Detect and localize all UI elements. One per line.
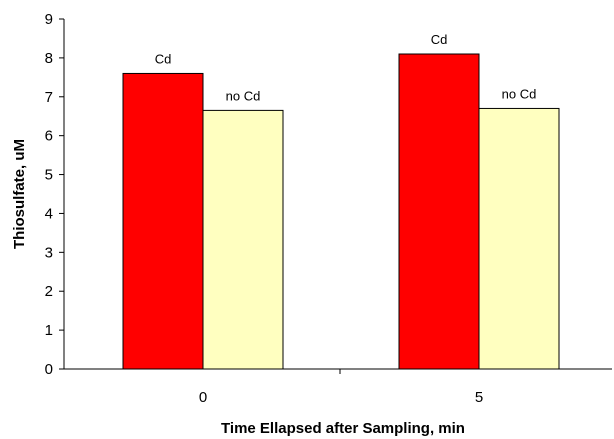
- y-tick-label: 6: [45, 128, 53, 145]
- axes-layer: [59, 18, 612, 374]
- y-tick-label: 7: [45, 89, 53, 106]
- x-axis-title: Time Ellapsed after Sampling, min: [221, 420, 465, 437]
- bar-series2-cat-5: [478, 107, 560, 370]
- x-tick-label: 0: [199, 389, 207, 406]
- y-tick-label: 2: [45, 283, 53, 300]
- y-tick-label: 1: [45, 322, 53, 339]
- bar-series1-cat-5: [398, 53, 480, 370]
- bar-data-label: Cd: [155, 51, 172, 66]
- y-tick-labels: 0 1 2 3 4 5 6 7 8 9: [45, 11, 53, 378]
- y-axis-title: Thiosulfate, uM: [11, 139, 28, 249]
- bar-series1-cat-0: [122, 72, 204, 370]
- y-tick-label: 8: [45, 50, 53, 67]
- x-tick-label: 5: [475, 389, 483, 406]
- bar-data-label: no Cd: [502, 86, 537, 101]
- bar-series2-cat-0: [202, 109, 284, 370]
- y-tick-label: 9: [45, 11, 53, 28]
- y-tick-label: 5: [45, 167, 53, 184]
- y-tick-label: 3: [45, 244, 53, 261]
- bars-layer: [122, 53, 560, 370]
- y-tick-label: 0: [45, 361, 53, 378]
- bar-data-label: no Cd: [226, 88, 261, 103]
- y-tick-label: 4: [45, 205, 53, 222]
- bar-labels-layer: Cd no Cd Cd no Cd: [155, 32, 537, 103]
- bar-data-label: Cd: [431, 32, 448, 47]
